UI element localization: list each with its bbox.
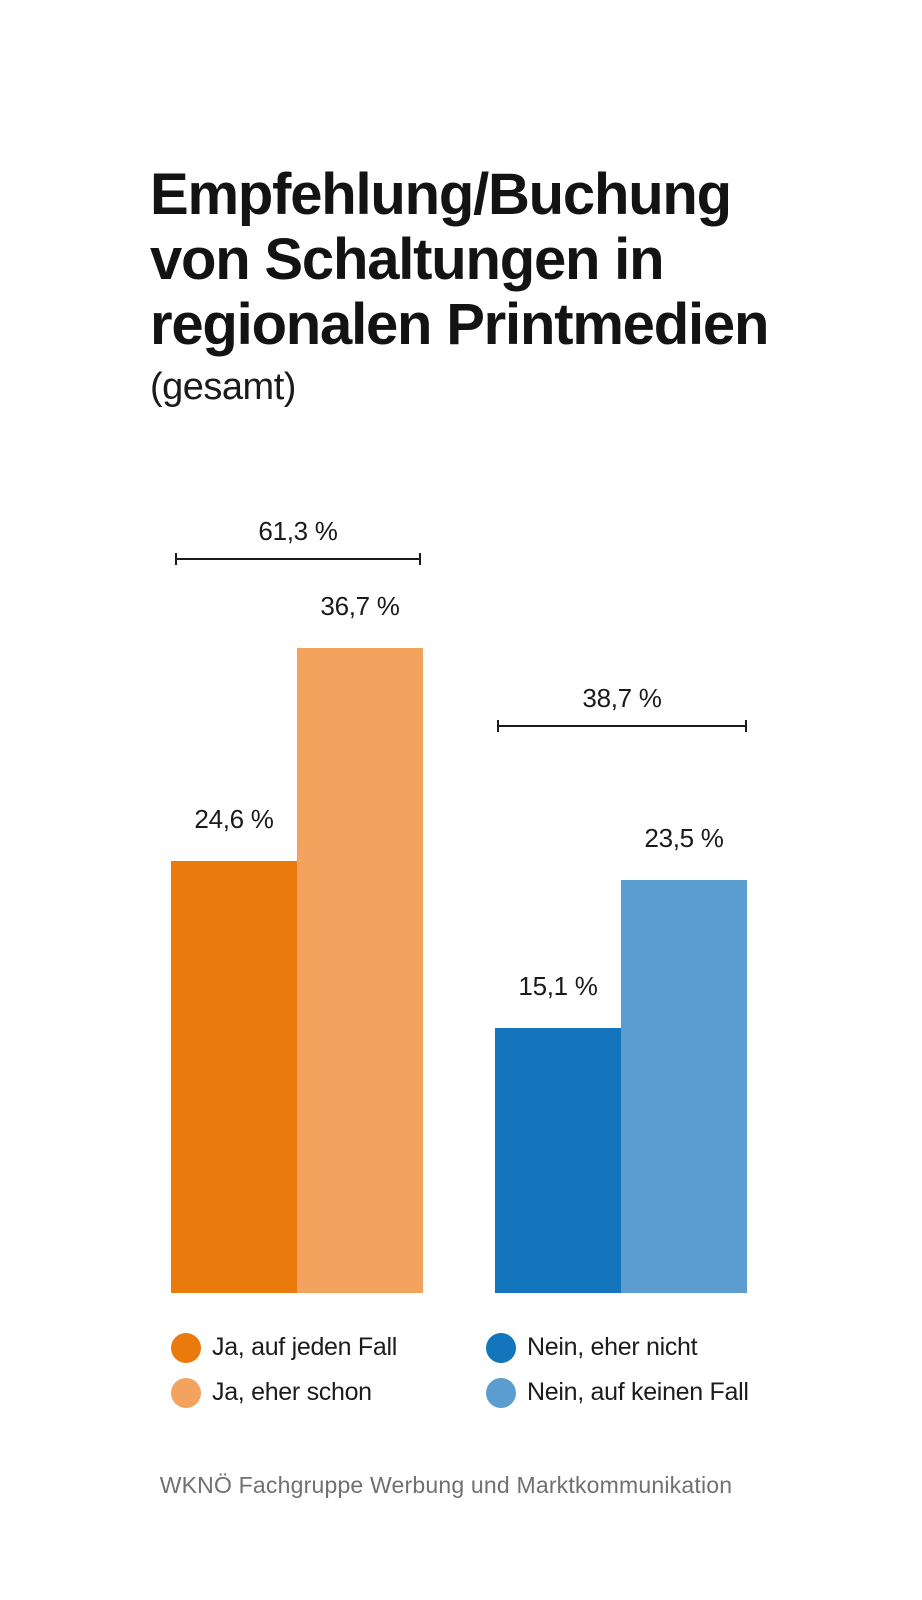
- group-sum-bracket-ja: 61,3 %: [175, 515, 421, 565]
- legend-label: Ja, eher schon: [212, 1378, 372, 1406]
- legend-label: Ja, auf jeden Fall: [212, 1333, 397, 1361]
- bar-ja-auf-jeden-fall: 24,6 %: [171, 804, 297, 1293]
- bracket-line-ja: [175, 553, 421, 565]
- legend-column-nein: Nein, eher nicht Nein, auf keinen Fall: [486, 1325, 749, 1415]
- bar-value-label-nein-auf-keinen-fall: 23,5 %: [644, 823, 724, 853]
- page-title-line: regionalen Printmedien: [150, 292, 769, 357]
- page-subtitle: (gesamt): [150, 366, 296, 408]
- bar-ja-eher-schon: 36,7 %: [297, 591, 423, 1293]
- bracket-tick-icon: [497, 720, 499, 732]
- legend-item-ja-eher-schon: Ja, eher schon: [171, 1370, 397, 1415]
- bar-nein-eher-nicht: 15,1 %: [495, 971, 621, 1293]
- legend-item-ja-auf-jeden-fall: Ja, auf jeden Fall: [171, 1325, 397, 1370]
- group-sum-label-nein: 38,7 %: [582, 683, 662, 713]
- legend-column-ja: Ja, auf jeden Fall Ja, eher schon: [171, 1325, 397, 1415]
- bracket-tick-icon: [419, 553, 421, 565]
- bar-nein-auf-keinen-fall: 23,5 %: [621, 823, 747, 1293]
- legend-label: Nein, eher nicht: [527, 1333, 698, 1361]
- bar-value-label-ja-eher-schon: 36,7 %: [320, 591, 400, 621]
- legend-item-nein-eher-nicht: Nein, eher nicht: [486, 1325, 749, 1370]
- footer-credit: WKNÖ Fachgruppe Werbung und Marktkommuni…: [159, 1472, 733, 1498]
- bracket-tick-icon: [745, 720, 747, 732]
- bracket-line-nein: [497, 720, 747, 732]
- legend-item-nein-auf-keinen-fall: Nein, auf keinen Fall: [486, 1370, 749, 1415]
- group-sum-bracket-nein: 38,7 %: [497, 682, 747, 732]
- title-block: Empfehlung/Buchung von Schaltungen in re…: [150, 162, 830, 410]
- bar-value-label-nein-eher-nicht: 15,1 %: [518, 971, 598, 1001]
- legend-dot-icon: [486, 1332, 516, 1363]
- legend-dot-icon: [171, 1332, 201, 1363]
- page-title-line: von Schaltungen in: [150, 227, 665, 292]
- page-title-line: Empfehlung/Buchung: [150, 162, 732, 227]
- bar-value-label-ja-auf-jeden-fall: 24,6 %: [194, 804, 274, 834]
- legend-dot-icon: [171, 1377, 201, 1408]
- legend-dot-icon: [486, 1377, 516, 1408]
- bracket-tick-icon: [175, 553, 177, 565]
- legend-label: Nein, auf keinen Fall: [527, 1378, 749, 1406]
- group-sum-label-ja: 61,3 %: [258, 516, 338, 546]
- page-title: Empfehlung/Buchung von Schaltungen in re…: [150, 162, 830, 357]
